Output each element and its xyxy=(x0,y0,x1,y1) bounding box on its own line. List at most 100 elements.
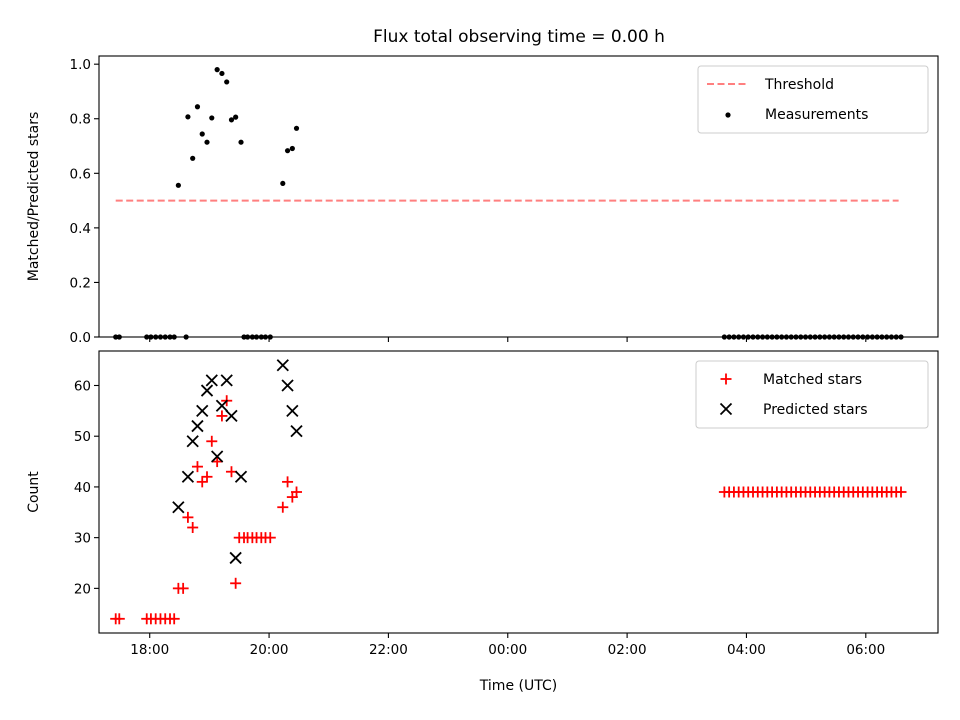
ratio-panel: 0.0 0.2 0.4 0.6 0.8 1.0 Matched/Predicted sta… xyxy=(26,55,939,346)
measurement-point xyxy=(289,145,295,152)
legend-measurements-swatch xyxy=(725,112,731,118)
predicted-star-point xyxy=(211,450,224,463)
measurement-point xyxy=(224,79,230,85)
chart-title: Flux total observing time = 0.00 h xyxy=(373,27,665,47)
matched-star-point xyxy=(277,501,289,513)
x-tick-label: 04:00 xyxy=(727,642,766,658)
y-tick-label: 0.4 xyxy=(70,221,91,237)
y-tick-label: 1.0 xyxy=(70,57,91,73)
predicted-star-point-b xyxy=(172,501,185,514)
measurement-point xyxy=(185,114,191,120)
matched-star-point xyxy=(291,486,303,498)
predicted-star-point xyxy=(276,359,289,372)
predicted-star-point xyxy=(186,435,199,448)
predicted-star-point xyxy=(181,470,195,483)
predicted-star-point xyxy=(290,425,303,438)
x-tick-label: 00:00 xyxy=(488,642,527,658)
measurement-point xyxy=(209,115,215,121)
predicted-star-point-b xyxy=(200,384,214,397)
predicted-star-point xyxy=(200,384,214,397)
y-tick-label: 0.0 xyxy=(70,330,91,346)
y-tick-label: 20 xyxy=(74,581,91,597)
ratio-legend-box xyxy=(697,65,929,134)
measurement-point xyxy=(175,182,181,188)
ratio-y-axis-label: Matched/Predicted stars xyxy=(26,112,42,282)
predicted-star-point-b xyxy=(276,359,289,372)
count-panel: 18:00 20:00 22:00 00:00 02:00 04:00 06:00 20 30… xyxy=(26,350,939,694)
legend-predicted-marker-b xyxy=(719,402,733,416)
predicted-star-point-b xyxy=(281,379,294,392)
matched-star-point xyxy=(216,410,228,422)
predicted-star-point xyxy=(229,551,242,565)
measurement-point xyxy=(238,139,244,145)
legend-matched-label: Matched stars xyxy=(763,372,862,388)
predicted-star-point-b xyxy=(211,450,224,463)
count-legend-box xyxy=(695,360,929,429)
x-tick-label: 22:00 xyxy=(369,642,408,658)
y-tick-label: 40 xyxy=(74,480,91,496)
ratio-legend: Threshold Measurements xyxy=(697,65,929,134)
matched-star-point xyxy=(191,461,203,473)
predicted-star-point xyxy=(205,374,218,387)
predicted-star-point xyxy=(220,374,233,387)
measurement-point xyxy=(228,117,235,123)
legend-predicted-swatch xyxy=(719,402,733,416)
matched-star-point xyxy=(211,456,223,468)
y-tick-label: 0.2 xyxy=(70,275,91,291)
matched-star-point xyxy=(201,471,213,483)
measurement-point xyxy=(233,114,239,120)
measurement-point xyxy=(280,180,286,187)
legend-matched-swatch xyxy=(720,373,732,385)
predicted-star-point xyxy=(196,404,209,417)
predicted-star-point xyxy=(286,404,299,417)
matched-star-point xyxy=(196,476,208,488)
ratio-y-ticks: 0.0 0.2 0.4 0.6 0.8 1.0 xyxy=(70,57,99,346)
y-tick-label: 0.6 xyxy=(70,166,91,182)
matched-star-point xyxy=(187,522,199,534)
legend-matched-marker xyxy=(720,373,732,385)
count-x-ticks: 18:00 20:00 22:00 00:00 02:00 04:00 06:00 xyxy=(130,633,885,658)
legend-predicted-label: Predicted stars xyxy=(763,402,868,418)
count-legend: Matched stars Predicted stars xyxy=(695,360,929,429)
measurement-point xyxy=(194,104,201,110)
ratio-x-ticks xyxy=(149,337,867,342)
legend-threshold-label: Threshold xyxy=(764,77,834,93)
predicted-star-point-b xyxy=(191,419,204,433)
matched-star-point xyxy=(206,435,218,447)
predicted-star-point-b xyxy=(225,409,238,423)
x-tick-label: 18:00 xyxy=(130,642,169,658)
matched-star-point xyxy=(230,577,242,589)
predicted-star-point xyxy=(191,419,204,433)
matched-star-point xyxy=(113,613,125,625)
count-plot-data xyxy=(110,359,907,625)
measurement-point xyxy=(284,148,291,154)
predicted-star-point-b xyxy=(186,435,199,448)
y-tick-label: 50 xyxy=(74,429,91,445)
ratio-axes-frame xyxy=(98,55,939,338)
predicted-star-point-b xyxy=(229,551,242,565)
x-tick-label: 06:00 xyxy=(846,642,885,658)
x-tick-label: 02:00 xyxy=(608,642,647,658)
predicted-star-point-b xyxy=(290,425,303,438)
matched-star-point xyxy=(895,486,907,498)
predicted-star-point xyxy=(234,470,248,483)
predicted-star-point-b xyxy=(181,470,195,483)
y-tick-label: 60 xyxy=(74,378,91,394)
count-y-ticks: 20 30 40 50 60 xyxy=(74,378,99,597)
predicted-star-point-b xyxy=(286,404,299,417)
predicted-star-point-b xyxy=(215,399,229,412)
legend-measurements-label: Measurements xyxy=(765,107,868,123)
matched-star-point xyxy=(177,582,189,594)
measurement-point xyxy=(204,139,210,145)
predicted-star-point xyxy=(225,409,238,423)
predicted-star-point xyxy=(172,501,185,514)
predicted-star-point-b xyxy=(234,470,248,483)
predicted-star-point-b xyxy=(205,374,218,387)
predicted-star-point-b xyxy=(220,374,233,387)
y-tick-label: 0.8 xyxy=(70,112,91,128)
count-y-axis-label: Count xyxy=(26,471,42,513)
y-tick-label: 30 xyxy=(74,531,91,547)
measurement-point xyxy=(190,155,196,161)
matched-star-point xyxy=(282,476,294,488)
